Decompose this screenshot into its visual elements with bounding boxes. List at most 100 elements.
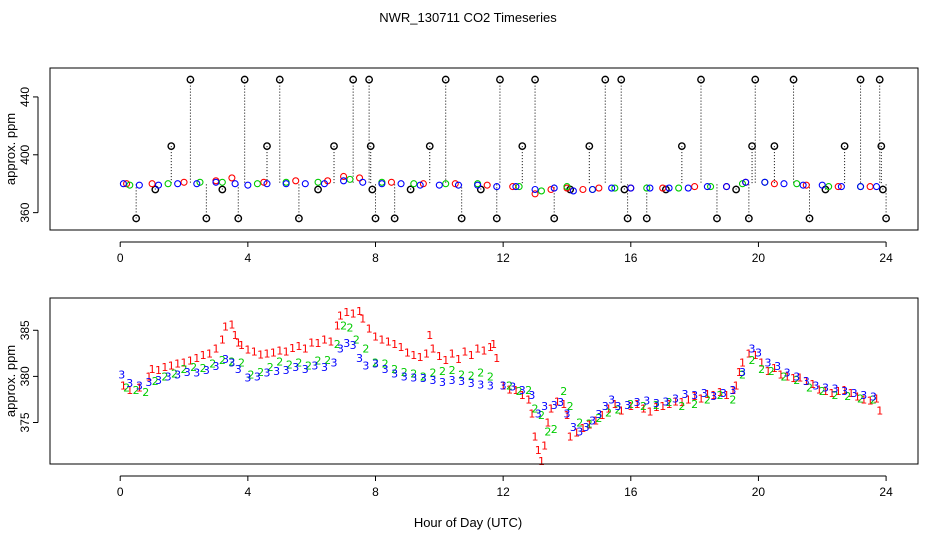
bottom-point-series-2: 2 bbox=[123, 381, 130, 394]
bottom-point-series-2: 2 bbox=[532, 403, 539, 416]
bottom-point-series-1: 1 bbox=[295, 340, 302, 353]
top-point-series-3 bbox=[474, 181, 482, 189]
top-point-series-3 bbox=[780, 180, 788, 188]
top-point-series-3 bbox=[212, 178, 220, 186]
bottom-point-series-1: 1 bbox=[442, 354, 449, 367]
bottom-point-series-1: 1 bbox=[618, 405, 625, 418]
top-point-series-flagged-spikes-o- bbox=[875, 75, 884, 84]
bottom-point-series-3: 3 bbox=[832, 382, 839, 395]
bottom-point-series-3: 3 bbox=[458, 375, 465, 388]
bottom-point-series-1: 1 bbox=[860, 393, 867, 406]
bottom-point-series-3: 3 bbox=[165, 370, 172, 383]
figure-title: NWR_130711 CO2 Timeseries bbox=[379, 10, 557, 25]
bottom-point-series-3: 3 bbox=[126, 377, 133, 390]
top-point-series-3 bbox=[320, 180, 328, 188]
bottom-plot-frame bbox=[49, 297, 919, 465]
top-point-series-flagged-spikes-o- bbox=[365, 75, 374, 84]
bottom-point-series-3: 3 bbox=[860, 389, 867, 402]
bottom-point-series-3: 3 bbox=[691, 389, 698, 402]
bottom-point-series-1: 1 bbox=[538, 455, 545, 468]
bottom-point-series-1: 1 bbox=[235, 336, 242, 349]
top-point-series-flagged-spikes-o- bbox=[623, 214, 632, 223]
top-point-series-3 bbox=[646, 184, 654, 192]
top-point-series-flagged-spikes-o- bbox=[840, 142, 849, 151]
bottom-x-tick-label: 8 bbox=[372, 485, 379, 499]
bottom-point-series-2: 2 bbox=[551, 423, 558, 436]
top-point-series-flagged-spikes-o- bbox=[240, 75, 249, 84]
top-point-series-flagged-spikes-o- bbox=[295, 214, 303, 223]
top-point-series-2 bbox=[515, 183, 523, 191]
bottom-point-series-1: 1 bbox=[398, 341, 405, 354]
bottom-point-series-3: 3 bbox=[362, 359, 369, 372]
bottom-point-series-1: 1 bbox=[391, 338, 398, 351]
bottom-point-series-3: 3 bbox=[729, 384, 736, 397]
bottom-point-series-1: 1 bbox=[758, 357, 765, 370]
bottom-point-series-1: 1 bbox=[525, 393, 532, 406]
bottom-point-series-2: 2 bbox=[200, 362, 207, 375]
top-point-series-flagged-spikes-o- bbox=[732, 185, 741, 194]
bottom-point-series-1: 1 bbox=[136, 381, 143, 394]
top-point-series-3 bbox=[550, 184, 558, 192]
bottom-point-series-1: 1 bbox=[666, 398, 673, 411]
bottom-point-series-1: 1 bbox=[490, 338, 497, 351]
bottom-point-series-1: 1 bbox=[219, 334, 226, 347]
bottom-point-series-3: 3 bbox=[410, 371, 417, 384]
bottom-point-series-2: 2 bbox=[870, 393, 877, 406]
bottom-point-series-2: 2 bbox=[209, 357, 216, 370]
bottom-point-series-3: 3 bbox=[653, 397, 660, 410]
bottom-x-tick-label: 12 bbox=[496, 485, 510, 499]
top-x-tick-label: 24 bbox=[879, 251, 893, 265]
bottom-point-series-1: 1 bbox=[698, 393, 705, 406]
bottom-point-series-2: 2 bbox=[477, 367, 484, 380]
bottom-point-series-1: 1 bbox=[238, 339, 245, 352]
top-x-tick-label: 20 bbox=[752, 251, 766, 265]
bottom-y-tick-label: 375 bbox=[18, 412, 32, 432]
bottom-point-series-1: 1 bbox=[736, 366, 743, 379]
bottom-point-series-2: 2 bbox=[605, 406, 612, 419]
bottom-point-series-1: 1 bbox=[532, 430, 539, 443]
bottom-x-tick-label: 20 bbox=[752, 485, 766, 499]
bottom-point-series-3: 3 bbox=[203, 364, 210, 377]
bottom-point-series-2: 2 bbox=[449, 364, 456, 377]
bottom-point-series-3: 3 bbox=[851, 387, 858, 400]
bottom-point-series-2: 2 bbox=[793, 374, 800, 387]
top-point-series-flagged-spikes-o- bbox=[496, 75, 504, 84]
bottom-point-series-2: 2 bbox=[653, 399, 660, 412]
top-point-series-3 bbox=[703, 183, 711, 191]
bottom-point-series-3: 3 bbox=[803, 375, 810, 388]
bottom-point-series-1: 1 bbox=[149, 363, 156, 376]
bottom-point-series-1: 1 bbox=[212, 343, 219, 356]
top-point-series-2 bbox=[314, 178, 322, 186]
top-point-series-1 bbox=[483, 181, 491, 189]
bottom-point-series-1: 1 bbox=[528, 407, 535, 420]
top-point-series-1 bbox=[531, 190, 539, 198]
bottom-point-series-3: 3 bbox=[302, 363, 309, 376]
bottom-point-series-1: 1 bbox=[120, 380, 127, 393]
top-plot-frame bbox=[49, 67, 919, 231]
top-point-series-3 bbox=[608, 184, 616, 192]
bottom-point-series-2: 2 bbox=[420, 370, 427, 383]
top-point-series-flagged-spikes-o- bbox=[531, 75, 539, 84]
bottom-point-series-2: 2 bbox=[401, 366, 408, 379]
top-point-series-1 bbox=[866, 183, 874, 191]
top-panel: 0 4 8 12 16 20 24 360 400 440 approx. ppm bbox=[3, 67, 919, 265]
bottom-point-series-2: 2 bbox=[729, 393, 736, 406]
bottom-point-series-3: 3 bbox=[283, 364, 290, 377]
top-point-series-flagged-spikes-o- bbox=[390, 214, 399, 223]
top-point-series-3 bbox=[531, 185, 539, 194]
top-point-series-flagged-spikes-o- bbox=[713, 214, 721, 223]
bottom-point-series-2: 2 bbox=[346, 322, 353, 335]
top-point-series-flagged-spikes-o- bbox=[677, 142, 686, 151]
bottom-point-series-1: 1 bbox=[567, 430, 574, 443]
bottom-point-series-3: 3 bbox=[784, 367, 791, 380]
bottom-point-series-3: 3 bbox=[519, 384, 526, 397]
bottom-point-series-1: 1 bbox=[847, 387, 854, 400]
bottom-point-series-3: 3 bbox=[551, 399, 558, 412]
bottom-point-series-1: 1 bbox=[784, 370, 791, 383]
bottom-point-series-3: 3 bbox=[583, 421, 590, 434]
bottom-point-series-1: 1 bbox=[704, 388, 711, 401]
bottom-point-series-3: 3 bbox=[337, 343, 344, 356]
bottom-point-series-1: 1 bbox=[417, 351, 424, 364]
bottom-point-series-2: 2 bbox=[391, 363, 398, 376]
